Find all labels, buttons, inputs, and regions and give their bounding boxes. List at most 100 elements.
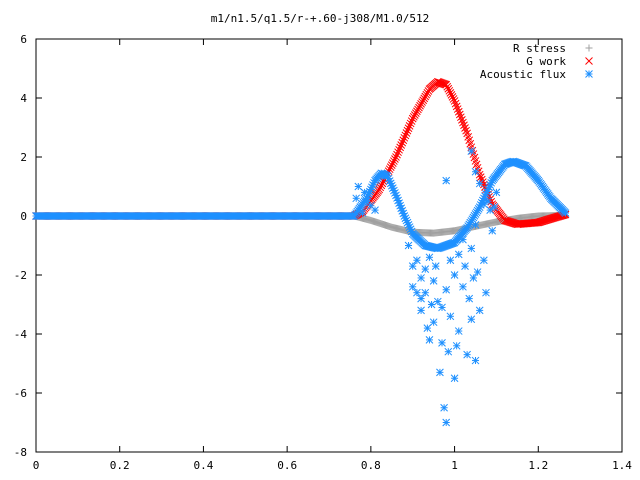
data-point	[399, 136, 408, 145]
data-point	[450, 374, 459, 383]
data-point	[407, 117, 416, 125]
data-point	[438, 338, 446, 347]
legend-marker	[585, 44, 593, 52]
data-point	[416, 101, 424, 110]
data-point	[371, 206, 379, 214]
x-tick-label: 0.4	[193, 459, 213, 472]
data-point	[417, 306, 425, 315]
data-point	[423, 88, 432, 97]
data-point	[421, 92, 430, 101]
chart-marks	[32, 77, 570, 427]
data-point	[446, 312, 455, 321]
data-point	[354, 182, 363, 191]
y-tick-label: -2	[14, 269, 27, 282]
data-point	[352, 194, 361, 203]
data-point	[398, 138, 407, 147]
data-point	[454, 327, 463, 335]
data-point	[455, 110, 464, 119]
data-point	[414, 105, 422, 114]
y-tick-label: -8	[14, 446, 27, 459]
data-point	[490, 203, 499, 212]
legend-label: Acoustic flux	[480, 68, 566, 81]
data-point	[419, 96, 428, 105]
y-tick-label: -6	[14, 387, 27, 400]
data-point	[429, 277, 438, 285]
data-point	[459, 118, 467, 127]
data-point	[475, 179, 484, 188]
data-point	[471, 220, 480, 229]
x-tick-label: 1.2	[528, 459, 548, 472]
data-point	[458, 116, 466, 124]
data-point	[444, 347, 453, 356]
data-point	[431, 262, 440, 271]
data-point	[486, 206, 495, 214]
data-point	[429, 318, 438, 327]
data-point	[484, 197, 492, 206]
data-point	[482, 288, 490, 297]
data-point	[406, 119, 415, 128]
data-point	[423, 324, 432, 332]
data-point	[409, 112, 418, 121]
data-point	[450, 97, 459, 105]
data-point	[421, 288, 430, 297]
data-point	[375, 185, 384, 194]
data-point	[473, 268, 482, 276]
data-point	[442, 418, 451, 427]
data-point	[456, 113, 465, 122]
data-point	[390, 157, 398, 165]
data-point	[418, 98, 426, 106]
data-point	[450, 271, 459, 279]
data-point	[454, 107, 463, 116]
data-point	[471, 167, 480, 176]
data-point	[422, 90, 431, 99]
legend-label: R stress	[513, 42, 566, 55]
y-tick-label: -4	[14, 328, 28, 341]
data-point	[405, 121, 414, 130]
data-point	[465, 294, 474, 303]
data-point	[408, 114, 417, 123]
data-point	[404, 124, 413, 133]
legend-marker	[585, 70, 593, 78]
data-point	[392, 153, 400, 161]
x-tick-label: 0.8	[361, 459, 381, 472]
data-point	[395, 145, 403, 154]
data-point	[442, 80, 451, 89]
data-point	[492, 188, 501, 197]
data-point	[463, 350, 471, 359]
data-point	[440, 403, 448, 412]
y-tick-label: 6	[20, 33, 27, 46]
data-point	[403, 126, 412, 135]
data-point	[462, 126, 470, 135]
chart-title: m1/n1.5/q1.5/r-+.60-j308/M1.0/512	[211, 12, 430, 25]
data-point	[447, 91, 456, 99]
data-point	[386, 163, 395, 171]
data-point	[402, 129, 411, 137]
x-tick-label: 0.2	[110, 459, 130, 472]
data-point	[443, 82, 452, 91]
data-point	[360, 188, 369, 197]
data-point	[460, 121, 468, 130]
data-point	[467, 147, 476, 155]
x-tick-label: 0.6	[277, 459, 297, 472]
data-point	[459, 235, 467, 244]
data-point	[413, 107, 421, 116]
legend-marker	[585, 57, 593, 65]
data-point	[408, 262, 417, 271]
data-point	[400, 133, 409, 142]
data-point	[444, 84, 453, 93]
data-point	[397, 141, 406, 149]
data-point	[488, 226, 497, 235]
data-point	[415, 103, 423, 112]
data-point	[358, 209, 367, 217]
legend-label: G work	[526, 55, 566, 68]
y-tick-label: 4	[20, 92, 27, 105]
series-g-work	[32, 77, 570, 229]
data-point	[451, 99, 460, 108]
series-acoustic-flux	[32, 147, 570, 427]
data-point	[425, 253, 434, 262]
x-tick-label: 1	[451, 459, 458, 472]
data-point	[459, 282, 467, 291]
data-point	[454, 250, 463, 259]
x-tick-label: 0	[33, 459, 40, 472]
data-point	[480, 200, 488, 209]
